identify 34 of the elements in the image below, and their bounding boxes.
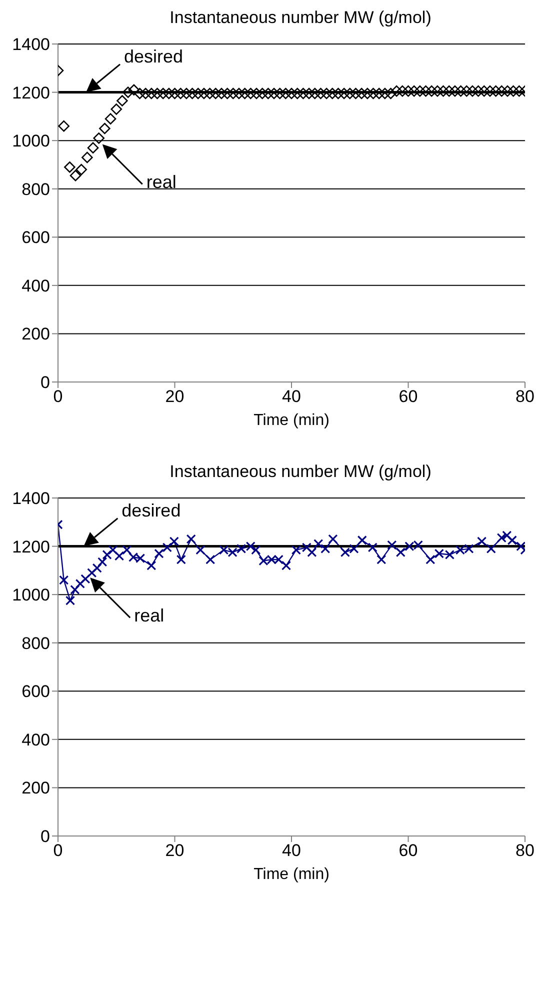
y-tick-label: 400 <box>22 276 50 296</box>
x-tick-label: 0 <box>53 841 63 860</box>
annotation: desired <box>122 500 181 520</box>
x-tick-label: 20 <box>165 841 184 860</box>
x-axis-title: Time (min) <box>254 866 330 883</box>
chart-title: Instantaneous number MW (g/mol) <box>168 8 432 29</box>
x-axis-title: Time (min) <box>254 412 330 429</box>
y-tick-label: 400 <box>22 730 50 750</box>
y-tick-label: 200 <box>22 778 50 798</box>
x-tick-label: 80 <box>516 387 534 406</box>
x-tick-label: 60 <box>398 387 418 406</box>
x-tick-label: 40 <box>282 387 301 406</box>
y-tick-label: 0 <box>40 373 50 392</box>
annotation: desired <box>124 46 184 66</box>
x-tick-label: 60 <box>398 841 418 860</box>
annotation: real <box>146 172 176 192</box>
y-tick-label: 1000 <box>12 132 50 151</box>
x-tick-label: 20 <box>165 387 184 406</box>
x-tick-label: 0 <box>53 387 63 406</box>
y-tick-label: 1000 <box>12 586 50 605</box>
y-tick-label: 800 <box>22 180 50 199</box>
x-tick-label: 40 <box>282 841 301 860</box>
annotation: real <box>134 606 164 626</box>
y-tick-label: 0 <box>40 827 50 846</box>
y-tick-label: 600 <box>22 682 50 702</box>
y-tick-label: 800 <box>22 634 50 653</box>
y-tick-label: 1200 <box>12 83 50 102</box>
y-tick-label: 200 <box>22 324 50 344</box>
y-tick-label: 1400 <box>12 489 50 508</box>
y-tick-label: 1400 <box>12 35 50 54</box>
y-tick-label: 1200 <box>12 537 50 556</box>
x-tick-label: 80 <box>516 841 534 860</box>
chart-title: Instantaneous number MW (g/mol) <box>168 462 432 483</box>
y-tick-label: 600 <box>22 228 50 248</box>
